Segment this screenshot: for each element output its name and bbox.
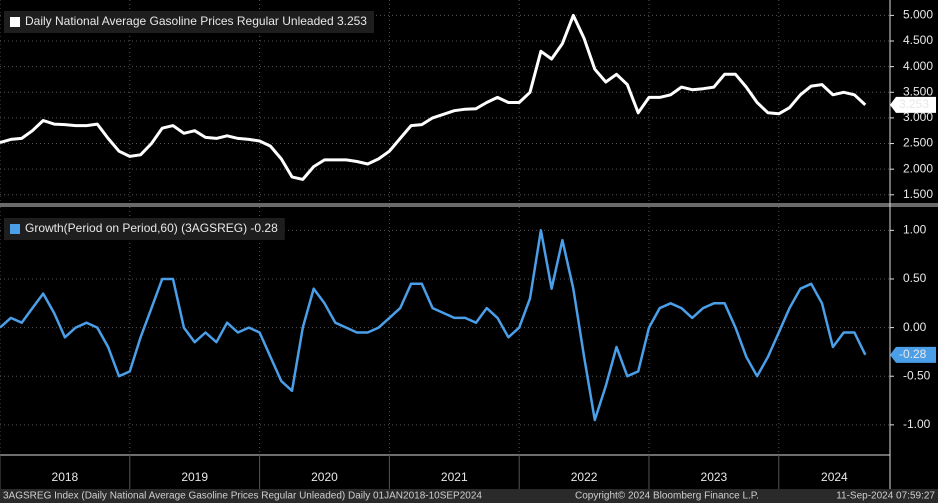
x-tick-label: 2018 — [52, 470, 79, 484]
y-tick-label: -1.00 — [903, 417, 931, 431]
footer-bar — [0, 489, 938, 503]
legend-label: Growth(Period on Period,60) (3AGSREG) -0… — [25, 221, 278, 235]
series-line — [0, 13, 867, 181]
y-tick-label: 3.000 — [903, 110, 933, 124]
panel-separator — [0, 203, 938, 207]
y-tick-label: 0.50 — [903, 271, 927, 285]
value-badge-label: 3.253 — [899, 97, 929, 111]
y-tick-label: 3.500 — [903, 84, 933, 98]
x-tick-label: 2022 — [571, 470, 598, 484]
legend-background — [4, 11, 374, 33]
y-tick-label: 2.000 — [903, 161, 933, 175]
legend-swatch — [10, 224, 20, 234]
footer-copyright: Copyright© 2024 Bloomberg Finance L.P. — [575, 491, 759, 502]
x-tick-label: 2021 — [441, 470, 468, 484]
y-tick-label: 1.500 — [903, 187, 933, 201]
y-tick-label: -0.50 — [903, 368, 931, 382]
x-tick-label: 2023 — [701, 470, 728, 484]
value-badge — [890, 346, 936, 363]
value-badge — [890, 96, 936, 113]
y-tick-label: 2.500 — [903, 136, 933, 150]
value-badge-label: -0.28 — [899, 347, 927, 361]
legend-label: Daily National Average Gasoline Prices R… — [25, 14, 367, 28]
legend-swatch — [10, 17, 20, 27]
x-tick-label: 2024 — [821, 470, 848, 484]
legend-background — [4, 218, 285, 240]
y-tick-label: 0.00 — [903, 320, 927, 334]
x-tick-label: 2019 — [181, 470, 208, 484]
series-line — [0, 229, 867, 422]
footer-source: 3AGSREG Index (Daily National Average Ga… — [3, 491, 482, 502]
y-tick-label: 4.000 — [903, 59, 933, 73]
y-tick-label: 4.500 — [903, 33, 933, 47]
footer-timestamp: 11-Sep-2024 07:59:27 — [836, 491, 935, 502]
x-tick-label: 2020 — [311, 470, 338, 484]
y-tick-label: 1.00 — [903, 223, 927, 237]
y-tick-label: 5.000 — [903, 8, 933, 22]
